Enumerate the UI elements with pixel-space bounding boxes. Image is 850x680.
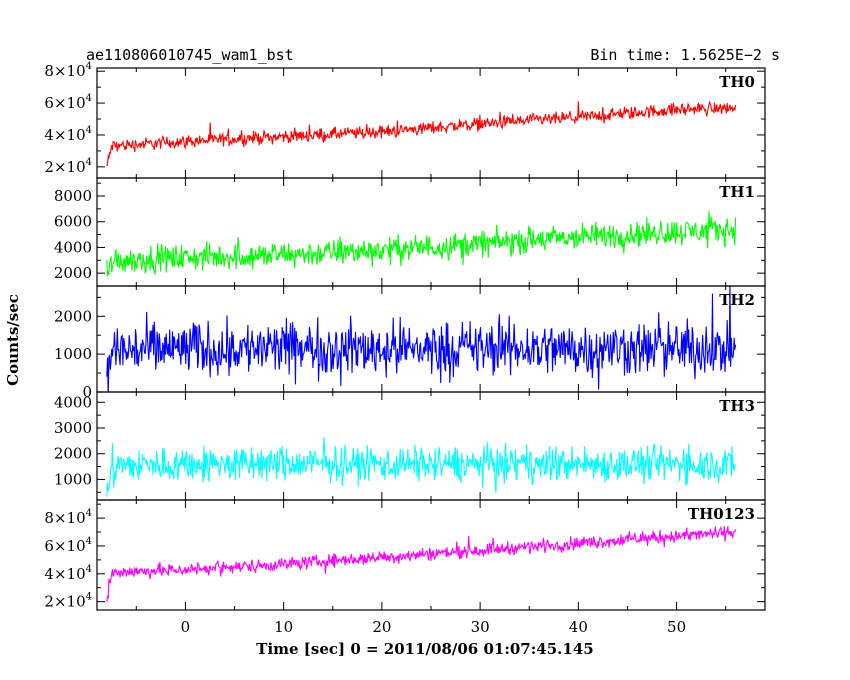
y-tick-label: 4000 xyxy=(54,238,92,256)
y-tick-label: 2000 xyxy=(54,264,92,282)
y-tick-label: 6×104 xyxy=(44,93,92,112)
x-tick-label: 20 xyxy=(372,618,391,636)
series-line-th2 xyxy=(106,286,737,392)
x-axis-label: Time [sec] 0 = 2011/08/06 01:07:45.145 xyxy=(256,640,593,658)
series-label-th0: TH0 xyxy=(719,73,755,91)
series-line-th3 xyxy=(106,436,736,497)
y-tick-label: 2000 xyxy=(54,307,92,325)
y-tick-label: 2×104 xyxy=(44,592,92,611)
y-tick-label: 0 xyxy=(82,383,92,401)
y-tick-label: 2×104 xyxy=(44,157,92,176)
y-tick-label: 4×104 xyxy=(44,125,92,144)
y-tick-label: 8×104 xyxy=(44,508,92,527)
series-label-th1: TH1 xyxy=(719,183,755,201)
y-tick-label: 6000 xyxy=(54,213,92,231)
x-tick-label: 40 xyxy=(569,618,588,636)
y-tick-label: 3000 xyxy=(54,419,92,437)
y-tick-label: 4×104 xyxy=(44,564,92,583)
y-tick-label: 2000 xyxy=(54,445,92,463)
panel-frame xyxy=(96,67,766,179)
series-label-th2: TH2 xyxy=(719,291,755,309)
series-label-th0123: TH0123 xyxy=(688,505,755,523)
y-tick-label: 8000 xyxy=(54,187,92,205)
y-tick-label: 1000 xyxy=(54,470,92,488)
x-tick-label: 30 xyxy=(471,618,490,636)
x-tick-label: 0 xyxy=(181,618,191,636)
series-line-th1 xyxy=(106,210,737,277)
y-tick-label: 1000 xyxy=(54,345,92,363)
series-line-th0123 xyxy=(106,525,737,603)
series-line-th0 xyxy=(106,100,737,167)
panel-frame xyxy=(96,177,766,287)
panel-frame xyxy=(96,391,766,501)
x-tick-label: 50 xyxy=(667,618,686,636)
y-tick-label: 4000 xyxy=(54,393,92,411)
chart-title-right: Bin time: 1.5625E−2 s xyxy=(590,46,780,64)
y-tick-label: 8×104 xyxy=(44,61,92,80)
y-axis-label: Counts/sec xyxy=(4,294,22,386)
y-tick-label: 6×104 xyxy=(44,536,92,555)
chart-title-left: ae110806010745_wam1_bst xyxy=(86,46,294,64)
series-label-th3: TH3 xyxy=(719,397,755,415)
x-tick-label: 10 xyxy=(274,618,293,636)
